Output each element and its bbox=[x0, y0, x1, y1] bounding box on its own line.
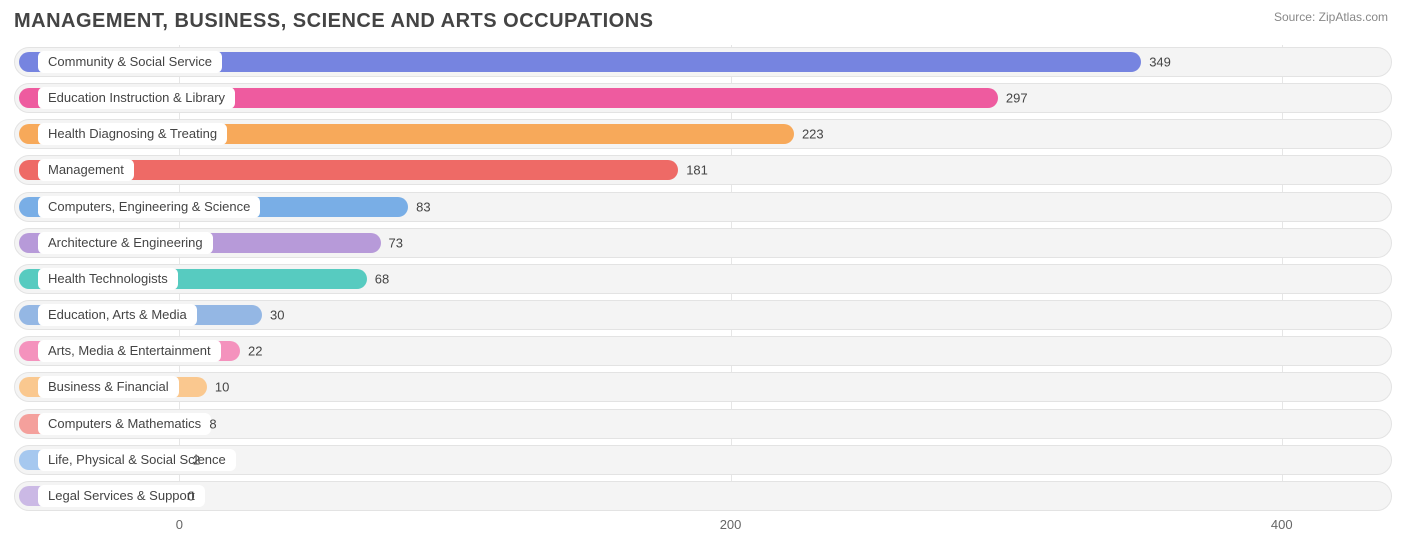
x-tick-label: 200 bbox=[720, 517, 742, 532]
bar-row: Education, Arts & Media 30 bbox=[14, 300, 1392, 330]
bar-row: Health Technologists 68 bbox=[14, 264, 1392, 294]
bar-row: Arts, Media & Entertainment 22 bbox=[14, 336, 1392, 366]
bar-label: Arts, Media & Entertainment bbox=[38, 340, 221, 362]
chart-title: MANAGEMENT, BUSINESS, SCIENCE AND ARTS O… bbox=[0, 0, 1406, 45]
bar-row: Computers & Mathematics8 bbox=[14, 409, 1392, 439]
bar-label: Health Technologists bbox=[38, 268, 178, 290]
bar-value: 68 bbox=[375, 271, 389, 286]
bar-label: Education, Arts & Media bbox=[38, 304, 197, 326]
bar-label: Computers, Engineering & Science bbox=[38, 196, 260, 218]
bar-row: Management 181 bbox=[14, 155, 1392, 185]
bar-row: Health Diagnosing & Treating 223 bbox=[14, 119, 1392, 149]
bar-row: Community & Social Service 349 bbox=[14, 47, 1392, 77]
bar-row: Business & Financial 10 bbox=[14, 372, 1392, 402]
bar-value: 83 bbox=[416, 199, 430, 214]
bar-label: Business & Financial bbox=[38, 376, 179, 398]
bar-value: 2 bbox=[193, 452, 200, 467]
bar-value: 73 bbox=[389, 235, 403, 250]
bar-label: Architecture & Engineering bbox=[38, 232, 213, 254]
bar-value: 181 bbox=[686, 163, 708, 178]
bar-row: Computers, Engineering & Science 83 bbox=[14, 192, 1392, 222]
bar-value: 22 bbox=[248, 344, 262, 359]
bar-label: Community & Social Service bbox=[38, 51, 222, 73]
bar-track bbox=[14, 481, 1392, 511]
bar-value: 10 bbox=[215, 380, 229, 395]
bar-label: Life, Physical & Social Science bbox=[38, 449, 236, 471]
bar-value: 349 bbox=[1149, 55, 1171, 70]
bar-value: 223 bbox=[802, 127, 824, 142]
bar-value: 0 bbox=[187, 488, 194, 503]
bar-row: Legal Services & Support0 bbox=[14, 481, 1392, 511]
bar-track bbox=[14, 409, 1392, 439]
bar-row: Education Instruction & Library 297 bbox=[14, 83, 1392, 113]
x-tick-label: 400 bbox=[1271, 517, 1293, 532]
bar-label: Management bbox=[38, 159, 134, 181]
bars-container: Community & Social Service 349 Education I… bbox=[14, 47, 1392, 511]
bar-value: 8 bbox=[209, 416, 216, 431]
bar-label: Legal Services & Support bbox=[38, 485, 205, 507]
bar-value: 30 bbox=[270, 308, 284, 323]
bar-value: 297 bbox=[1006, 91, 1028, 106]
bar-row: Architecture & Engineering 73 bbox=[14, 228, 1392, 258]
source-label: Source: ZipAtlas.com bbox=[1274, 10, 1388, 24]
bar-label: Education Instruction & Library bbox=[38, 87, 235, 109]
bar-row: Life, Physical & Social Science2 bbox=[14, 445, 1392, 475]
bar-label: Computers & Mathematics bbox=[38, 413, 211, 435]
chart-area: Community & Social Service 349 Education I… bbox=[14, 45, 1392, 535]
bar-label: Health Diagnosing & Treating bbox=[38, 123, 227, 145]
x-tick-label: 0 bbox=[176, 517, 183, 532]
x-axis: 0 200 400 bbox=[14, 515, 1392, 535]
